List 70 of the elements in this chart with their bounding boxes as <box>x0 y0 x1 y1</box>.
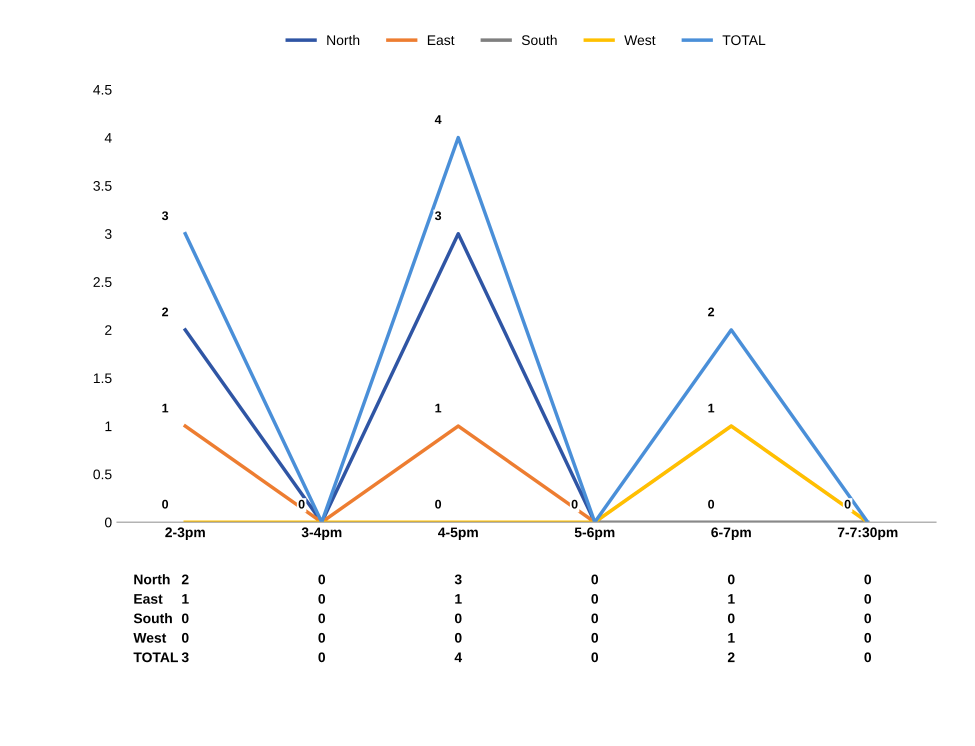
data-label: 0 <box>591 632 598 643</box>
data-label: 0 <box>318 632 326 643</box>
annotation: 2 <box>162 307 168 316</box>
y-tick-label: 3.5 <box>93 181 112 191</box>
legend-label: East <box>428 35 454 46</box>
annotation: 1 <box>708 404 714 412</box>
data-label: 0 <box>864 574 872 584</box>
y-tick-label: 0.5 <box>93 469 112 480</box>
data-label: 0 <box>864 652 872 662</box>
data-label: 4 <box>454 652 462 662</box>
legend-label: South <box>522 34 557 46</box>
x-tick-label: 2-3pm <box>165 527 205 540</box>
text: North <box>134 574 170 584</box>
data-label: 0 <box>318 574 326 584</box>
data-label: 0 <box>318 613 326 624</box>
data-label: 0 <box>864 613 872 624</box>
text: TOTAL <box>134 652 178 662</box>
x-tick-label: 5-6pm <box>574 527 614 540</box>
data-label: 3 <box>182 652 189 662</box>
annotation: 0 <box>435 500 442 509</box>
y-tick-label: 3 <box>104 229 112 239</box>
data-label: 0 <box>864 594 872 604</box>
data-label: 0 <box>318 652 326 662</box>
data-label: 0 <box>591 613 598 624</box>
legend-label: North <box>327 34 360 46</box>
data-label: 0 <box>182 613 189 624</box>
annotation: 1 <box>435 404 442 412</box>
data-label: 2 <box>182 574 189 584</box>
annotation: 0 <box>844 500 851 509</box>
annotation: 4 <box>434 115 442 124</box>
annotation: 0 <box>572 500 578 509</box>
data-label: 2 <box>728 652 735 662</box>
data-label: 0 <box>318 594 326 604</box>
data-label: 0 <box>454 632 462 643</box>
y-tick-label: 4.5 <box>93 84 112 95</box>
data-label: 0 <box>591 652 598 662</box>
y-tick-label: 4 <box>104 133 112 143</box>
y-tick-label: 2.5 <box>94 277 112 287</box>
annotation: 0 <box>708 500 714 509</box>
legend-label: West <box>624 35 656 46</box>
data-label: 0 <box>591 574 598 584</box>
data-label: 0 <box>864 632 872 643</box>
annotation: 0 <box>162 500 168 509</box>
text: East <box>134 594 163 604</box>
annotation: 3 <box>434 211 442 220</box>
text: West <box>133 633 166 643</box>
annotation: 0 <box>298 500 305 509</box>
x-tick-label: 6-7pm <box>711 527 751 540</box>
data-label: 0 <box>454 613 462 624</box>
data-label: 0 <box>591 594 598 604</box>
y-tick-label: 2 <box>105 325 112 335</box>
data-label: 0 <box>728 613 735 624</box>
data-label: 1 <box>455 594 462 604</box>
y-tick-label: 1.5 <box>94 373 112 384</box>
data-label: 0 <box>728 574 735 584</box>
annotation: 2 <box>708 307 714 316</box>
legend-label: TOTAL <box>722 35 766 46</box>
data-label: 1 <box>728 594 735 604</box>
y-tick-label: 0 <box>104 518 112 528</box>
y-tick-label: 1 <box>105 422 112 432</box>
data-label: 3 <box>454 574 462 584</box>
text: South <box>134 613 172 624</box>
data-label: 1 <box>728 633 735 643</box>
data-label: 0 <box>182 632 189 643</box>
x-tick-label: 7-7:30pm <box>838 527 898 540</box>
annotation: 1 <box>162 404 168 412</box>
annotation: 3 <box>162 211 168 220</box>
x-tick-label: 3-4pm <box>302 527 342 540</box>
x-tick-label: 4-5pm <box>438 528 478 540</box>
data-label: 1 <box>182 594 189 604</box>
